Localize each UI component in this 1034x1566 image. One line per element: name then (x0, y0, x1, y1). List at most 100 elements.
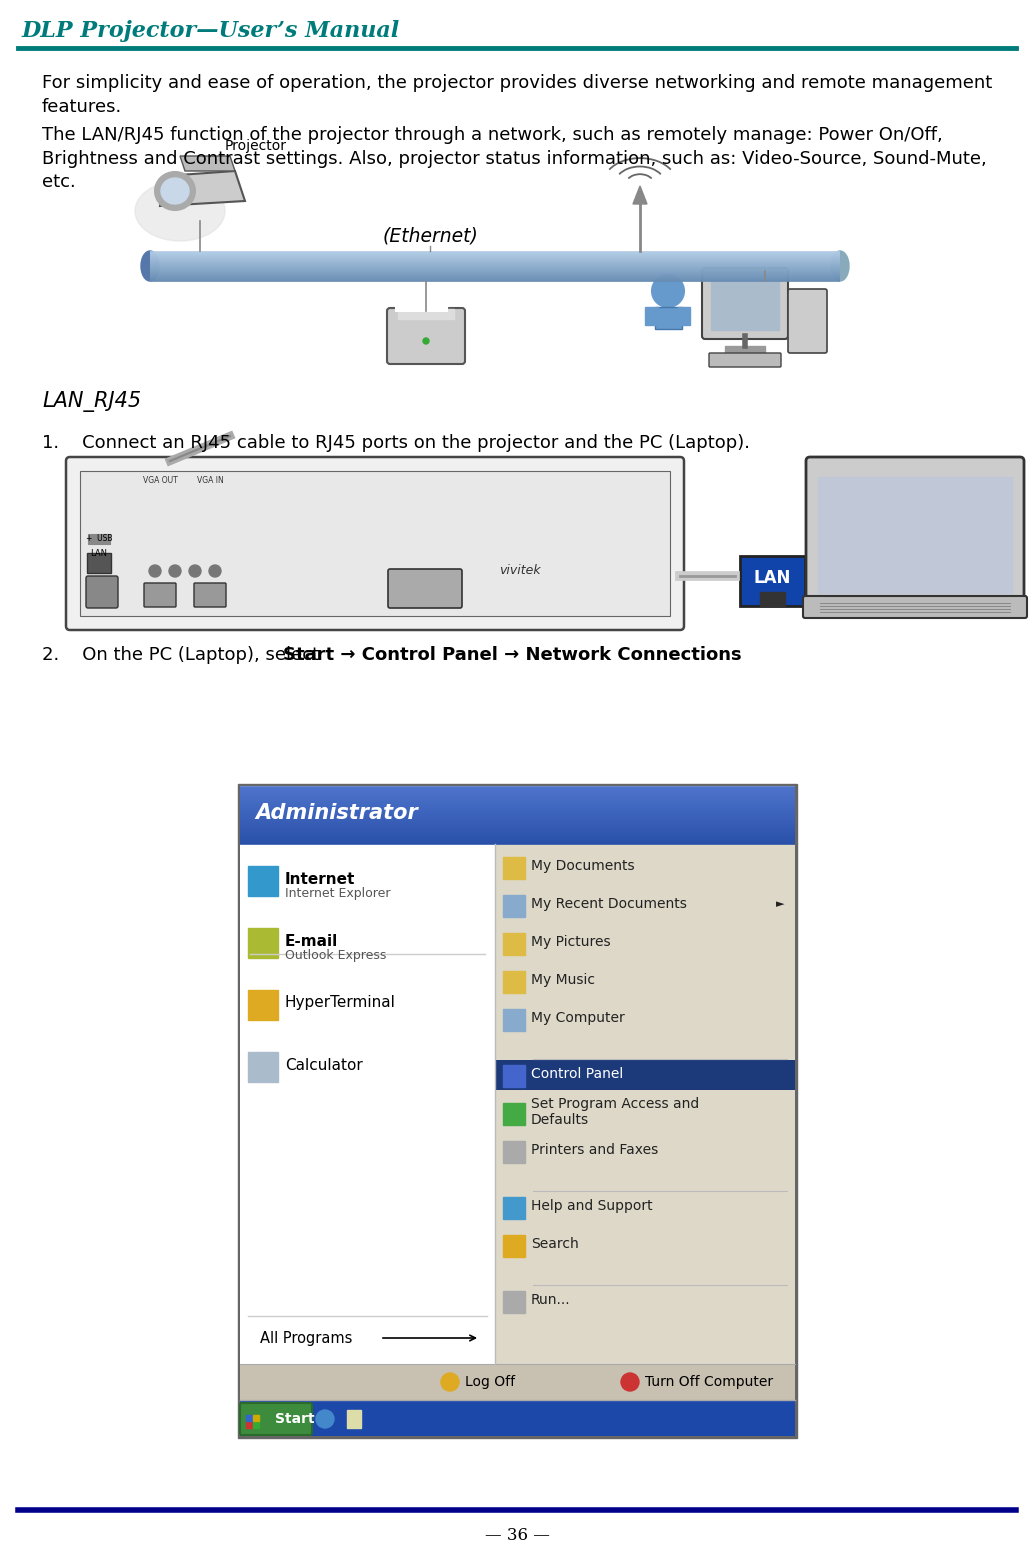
Text: Projector: Projector (225, 139, 287, 153)
Text: .: . (581, 647, 587, 664)
Bar (760, 592, 785, 606)
Text: HyperTerminal: HyperTerminal (285, 996, 396, 1010)
Ellipse shape (189, 565, 201, 576)
Text: ►: ► (776, 899, 784, 908)
FancyBboxPatch shape (803, 597, 1027, 619)
FancyBboxPatch shape (388, 568, 462, 608)
Text: Start: Start (275, 1413, 314, 1427)
FancyBboxPatch shape (194, 583, 226, 608)
Bar (246, 1422, 252, 1428)
Ellipse shape (440, 1373, 459, 1391)
Bar (503, 1102, 525, 1124)
Bar (120, 157, 900, 376)
Bar (503, 1009, 525, 1030)
Text: LAN: LAN (754, 568, 791, 587)
Ellipse shape (135, 182, 225, 241)
Text: Calculator: Calculator (285, 1057, 363, 1073)
Text: Administrator: Administrator (255, 803, 418, 824)
FancyBboxPatch shape (238, 785, 797, 1438)
Ellipse shape (169, 565, 181, 576)
Bar (80, 471, 670, 615)
Text: Turn Off Computer: Turn Off Computer (645, 1375, 773, 1389)
Text: Internet: Internet (285, 872, 356, 886)
Polygon shape (633, 186, 647, 204)
Text: Printers and Faxes: Printers and Faxes (531, 1143, 659, 1157)
FancyBboxPatch shape (144, 583, 176, 608)
Ellipse shape (652, 276, 685, 307)
Text: VGA IN: VGA IN (196, 476, 223, 485)
Text: My Pictures: My Pictures (531, 935, 611, 949)
Bar (248, 929, 278, 958)
Bar (495, 844, 795, 1364)
FancyBboxPatch shape (87, 553, 111, 573)
Bar (240, 1400, 795, 1436)
FancyBboxPatch shape (788, 290, 827, 352)
Bar (503, 1236, 525, 1257)
Bar (395, 302, 447, 312)
Text: Start → Control Panel → Network Connections: Start → Control Panel → Network Connecti… (283, 647, 741, 664)
Text: E-mail: E-mail (285, 933, 338, 949)
Text: — 36 —: — 36 — (485, 1527, 549, 1544)
Text: 2.    On the PC (Laptop), select: 2. On the PC (Laptop), select (42, 647, 325, 664)
Ellipse shape (423, 338, 429, 345)
FancyBboxPatch shape (387, 309, 465, 363)
FancyBboxPatch shape (86, 576, 118, 608)
Text: Set Program Access and
Defaults: Set Program Access and Defaults (531, 1096, 699, 1128)
Bar (248, 866, 278, 896)
Bar (399, 293, 451, 301)
Text: Search: Search (531, 1237, 579, 1251)
Text: 1.    Connect an RJ45 cable to RJ45 ports on the projector and the PC (Laptop).: 1. Connect an RJ45 cable to RJ45 ports o… (42, 434, 750, 453)
Polygon shape (655, 307, 682, 329)
Bar (248, 1052, 278, 1082)
FancyBboxPatch shape (740, 556, 805, 606)
Text: For simplicity and ease of operation, the projector provides diverse networking : For simplicity and ease of operation, th… (42, 74, 993, 116)
Ellipse shape (161, 179, 189, 204)
Bar (503, 933, 525, 955)
Bar (246, 1416, 252, 1420)
Bar (248, 990, 278, 1019)
Bar (503, 1142, 525, 1164)
Bar (240, 786, 795, 1436)
Bar (398, 309, 454, 319)
Bar (495, 1060, 795, 1090)
Text: My Music: My Music (531, 972, 595, 987)
Text: All Programs: All Programs (260, 1331, 353, 1345)
Bar (240, 1364, 795, 1400)
Bar (347, 1409, 361, 1428)
FancyBboxPatch shape (66, 457, 685, 630)
Bar (253, 1416, 258, 1420)
Text: Run...: Run... (531, 1294, 571, 1308)
Bar (253, 1422, 258, 1428)
Bar (503, 896, 525, 918)
Text: Help and Support: Help and Support (531, 1200, 652, 1214)
Text: My Documents: My Documents (531, 860, 635, 872)
Text: Internet Explorer: Internet Explorer (285, 888, 391, 900)
Polygon shape (725, 346, 765, 352)
Bar (503, 971, 525, 993)
Ellipse shape (621, 1373, 639, 1391)
Bar (397, 298, 449, 305)
Text: VGA OUT: VGA OUT (143, 476, 178, 485)
Bar (88, 534, 110, 543)
Text: Control Panel: Control Panel (531, 1066, 624, 1081)
Text: The LAN/RJ45 function of the projector through a network, such as remotely manag: The LAN/RJ45 function of the projector t… (42, 125, 986, 191)
Bar (240, 844, 495, 1364)
Bar (503, 857, 525, 879)
Text: My Recent Documents: My Recent Documents (531, 897, 687, 911)
Text: DLP Projector—User’s Manual: DLP Projector—User’s Manual (22, 20, 400, 42)
Text: Log Off: Log Off (465, 1375, 515, 1389)
Polygon shape (678, 307, 690, 326)
Text: LAN_RJ45: LAN_RJ45 (42, 392, 141, 412)
Polygon shape (160, 171, 245, 207)
Ellipse shape (155, 172, 195, 210)
Text: +  USB: + USB (86, 534, 113, 543)
Text: My Computer: My Computer (531, 1012, 625, 1026)
Text: (Ethernet): (Ethernet) (382, 227, 478, 246)
FancyBboxPatch shape (805, 457, 1024, 604)
Polygon shape (645, 307, 658, 326)
FancyBboxPatch shape (240, 1403, 312, 1434)
Ellipse shape (831, 251, 849, 280)
Bar (503, 1196, 525, 1218)
Polygon shape (180, 157, 235, 171)
Bar (711, 280, 779, 330)
